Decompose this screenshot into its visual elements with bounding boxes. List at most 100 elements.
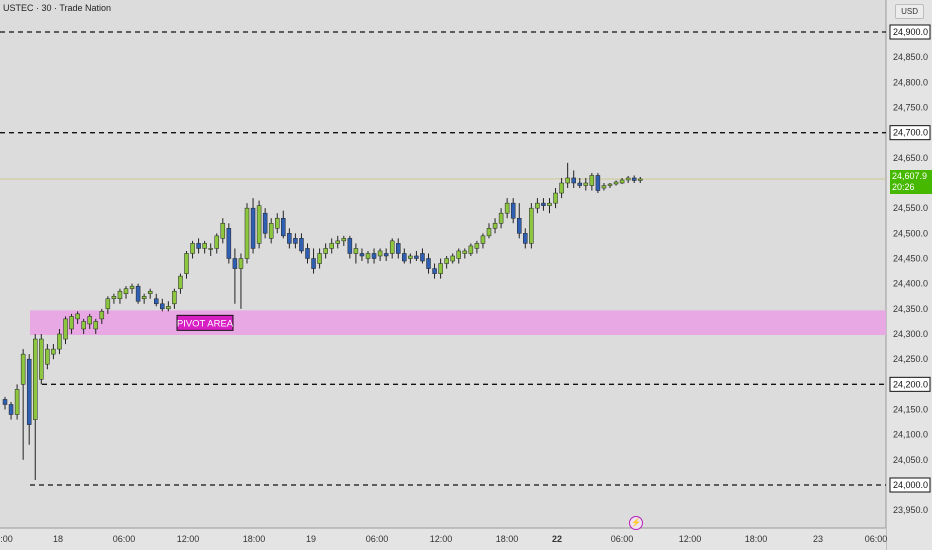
candle-body — [45, 348, 50, 365]
candle-body — [244, 207, 250, 259]
pivot-area-zone — [30, 310, 886, 336]
candle-body — [299, 238, 304, 252]
candle-body — [20, 353, 26, 385]
candle-body — [426, 258, 431, 269]
candle-body — [287, 233, 292, 244]
candle-body — [69, 316, 74, 330]
y-tick-label: 24,400.0 — [893, 279, 928, 289]
candle-body — [26, 358, 32, 425]
candle-body — [293, 238, 298, 244]
candle-body — [450, 255, 455, 262]
bar-countdown: 20:26 — [892, 182, 915, 192]
y-tick-label: 24,150.0 — [893, 405, 928, 415]
candle-body — [202, 243, 207, 249]
candle-body — [456, 250, 461, 259]
candle-body — [208, 248, 213, 250]
candle-body — [57, 333, 62, 350]
x-tick-label: 18:00 — [243, 534, 266, 544]
candle-body — [166, 306, 171, 310]
candle-body — [75, 313, 80, 320]
candle-body — [553, 192, 558, 204]
level-tag: 24,200.0 — [893, 379, 928, 389]
candle-body — [462, 250, 468, 254]
candle-body — [631, 177, 637, 181]
candle-body — [341, 238, 347, 242]
candle-body — [305, 248, 310, 259]
candle-body — [81, 321, 86, 330]
candle-body — [87, 316, 92, 325]
x-tick-label: 06:00 — [611, 534, 634, 544]
level-tag-box — [889, 477, 931, 493]
level-tag-box — [889, 376, 931, 392]
current-price-value: 24,607.9 — [892, 171, 928, 181]
candle-body — [160, 303, 165, 310]
candle-body — [63, 318, 68, 340]
currency-button[interactable]: USD — [895, 4, 924, 19]
candle-body — [184, 253, 189, 274]
candle-body — [571, 177, 576, 184]
candle-body — [396, 243, 401, 254]
current-price-tag: 24,607.9 20:26 — [890, 170, 932, 194]
candle-body — [389, 240, 395, 254]
candle-body — [371, 253, 377, 259]
candle-body — [638, 178, 643, 181]
candle-body — [172, 290, 177, 305]
pivot-area-label-box — [176, 314, 234, 331]
level-tag: 24,700.0 — [893, 128, 928, 138]
candle-body — [414, 255, 419, 259]
candle-body — [226, 228, 232, 259]
y-tick-label: 24,050.0 — [893, 455, 928, 465]
y-tick-label: 24,550.0 — [893, 203, 928, 213]
candle-body — [2, 399, 8, 405]
candle-body — [238, 258, 244, 269]
candle-body — [154, 298, 159, 305]
candle-body — [123, 288, 129, 294]
y-tick-label: 24,850.0 — [893, 52, 928, 62]
candle-body — [498, 212, 504, 224]
candle-body — [129, 285, 135, 289]
candle-body — [111, 296, 117, 300]
symbol-title: USTEC · 30 · Trade Nation — [3, 3, 112, 13]
candle-body — [541, 202, 546, 206]
candle-body — [220, 223, 226, 239]
candle-body — [178, 275, 183, 289]
candle-body — [93, 321, 98, 330]
candle-body — [474, 243, 480, 249]
candle-body — [383, 253, 389, 257]
lightning-icon[interactable]: ⚡ — [629, 516, 643, 530]
candle-body — [51, 348, 56, 355]
candle-body — [607, 183, 613, 186]
candle-body — [420, 253, 425, 262]
candle-body — [196, 243, 201, 249]
x-tick-label: 06:00 — [865, 534, 888, 544]
x-tick-label: 18 — [53, 534, 63, 544]
candle-body — [268, 223, 274, 239]
candle-body — [438, 263, 443, 274]
pivot-area-label: PIVOT AREA — [177, 318, 234, 329]
candle-body — [250, 207, 256, 249]
candle-body — [559, 182, 564, 194]
candle-body — [547, 202, 552, 206]
candle-body — [377, 250, 383, 257]
y-tick-label: 24,500.0 — [893, 228, 928, 238]
candle-body — [323, 248, 328, 254]
level-tag-box — [889, 24, 931, 40]
candle-body — [510, 202, 516, 219]
y-tick-label: 24,100.0 — [893, 430, 928, 440]
candle-body — [535, 202, 540, 209]
x-tick-label: 19 — [306, 534, 316, 544]
x-tick-label: 18:00 — [496, 534, 519, 544]
candle-body — [335, 240, 340, 244]
x-tick-label: 12:00 — [679, 534, 702, 544]
x-tick-label: 6:00 — [0, 534, 13, 544]
candle-body — [365, 253, 371, 259]
candle-body — [595, 175, 601, 191]
candle-body — [468, 245, 474, 254]
candle-body — [583, 182, 589, 186]
candle-body — [256, 205, 262, 244]
candle-body — [408, 255, 413, 259]
level-tag-box — [889, 125, 931, 141]
candle-body — [601, 185, 607, 189]
x-tick-label: 06:00 — [113, 534, 136, 544]
